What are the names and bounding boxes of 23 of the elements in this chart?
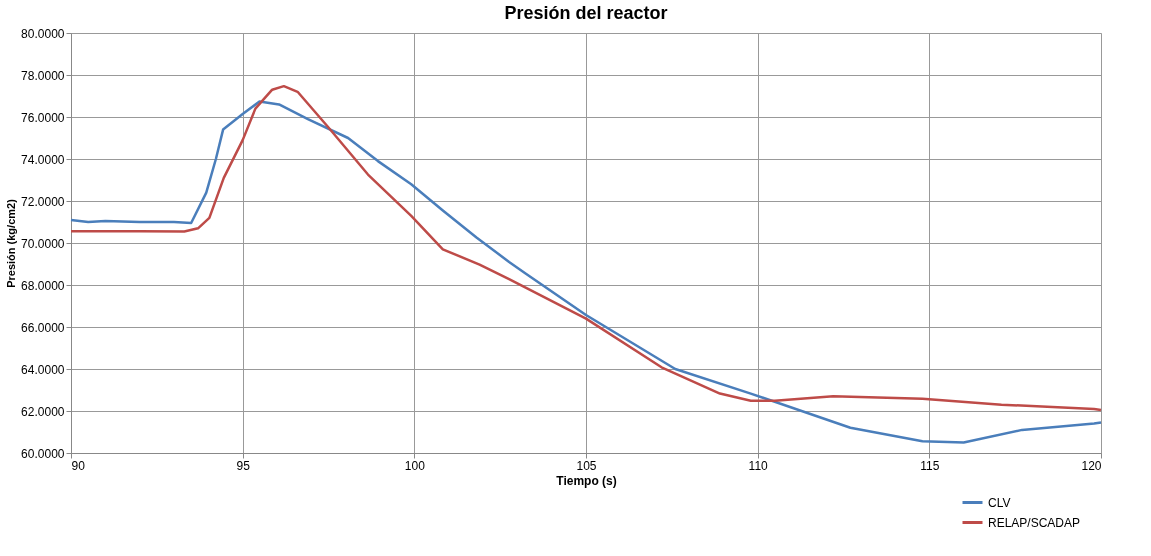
y-tick-label: 80.0000	[21, 26, 65, 41]
legend-label: CLV	[988, 495, 1011, 510]
x-tick-label: 110	[748, 458, 769, 473]
y-tick-label: 78.0000	[21, 68, 65, 83]
y-tick-label: 66.0000	[21, 320, 65, 335]
x-axis-title: Tiempo (s)	[556, 473, 617, 488]
x-tick-label: 95	[236, 458, 251, 473]
y-tick-label: 70.0000	[21, 236, 65, 251]
x-tick-label: 105	[576, 458, 597, 473]
y-tick-label: 60.0000	[21, 446, 65, 461]
y-tick-label: 76.0000	[21, 110, 65, 125]
y-tick-label: 64.0000	[21, 362, 65, 377]
x-tick-label: 90	[71, 458, 86, 473]
y-tick-label: 68.0000	[21, 278, 65, 293]
legend-label: RELAP/SCADAP	[988, 515, 1081, 530]
x-tick-label: 115	[920, 458, 940, 473]
x-tick-label: 100	[404, 458, 426, 473]
y-axis-title: Presión (kg/cm2)	[5, 198, 18, 288]
y-tick-label: 62.0000	[21, 404, 65, 419]
chart-title: Presión del reactor	[504, 3, 668, 23]
y-tick-label: 74.0000	[21, 152, 65, 167]
x-tick-label: 120	[1081, 458, 1102, 473]
y-tick-label: 72.0000	[21, 194, 65, 209]
